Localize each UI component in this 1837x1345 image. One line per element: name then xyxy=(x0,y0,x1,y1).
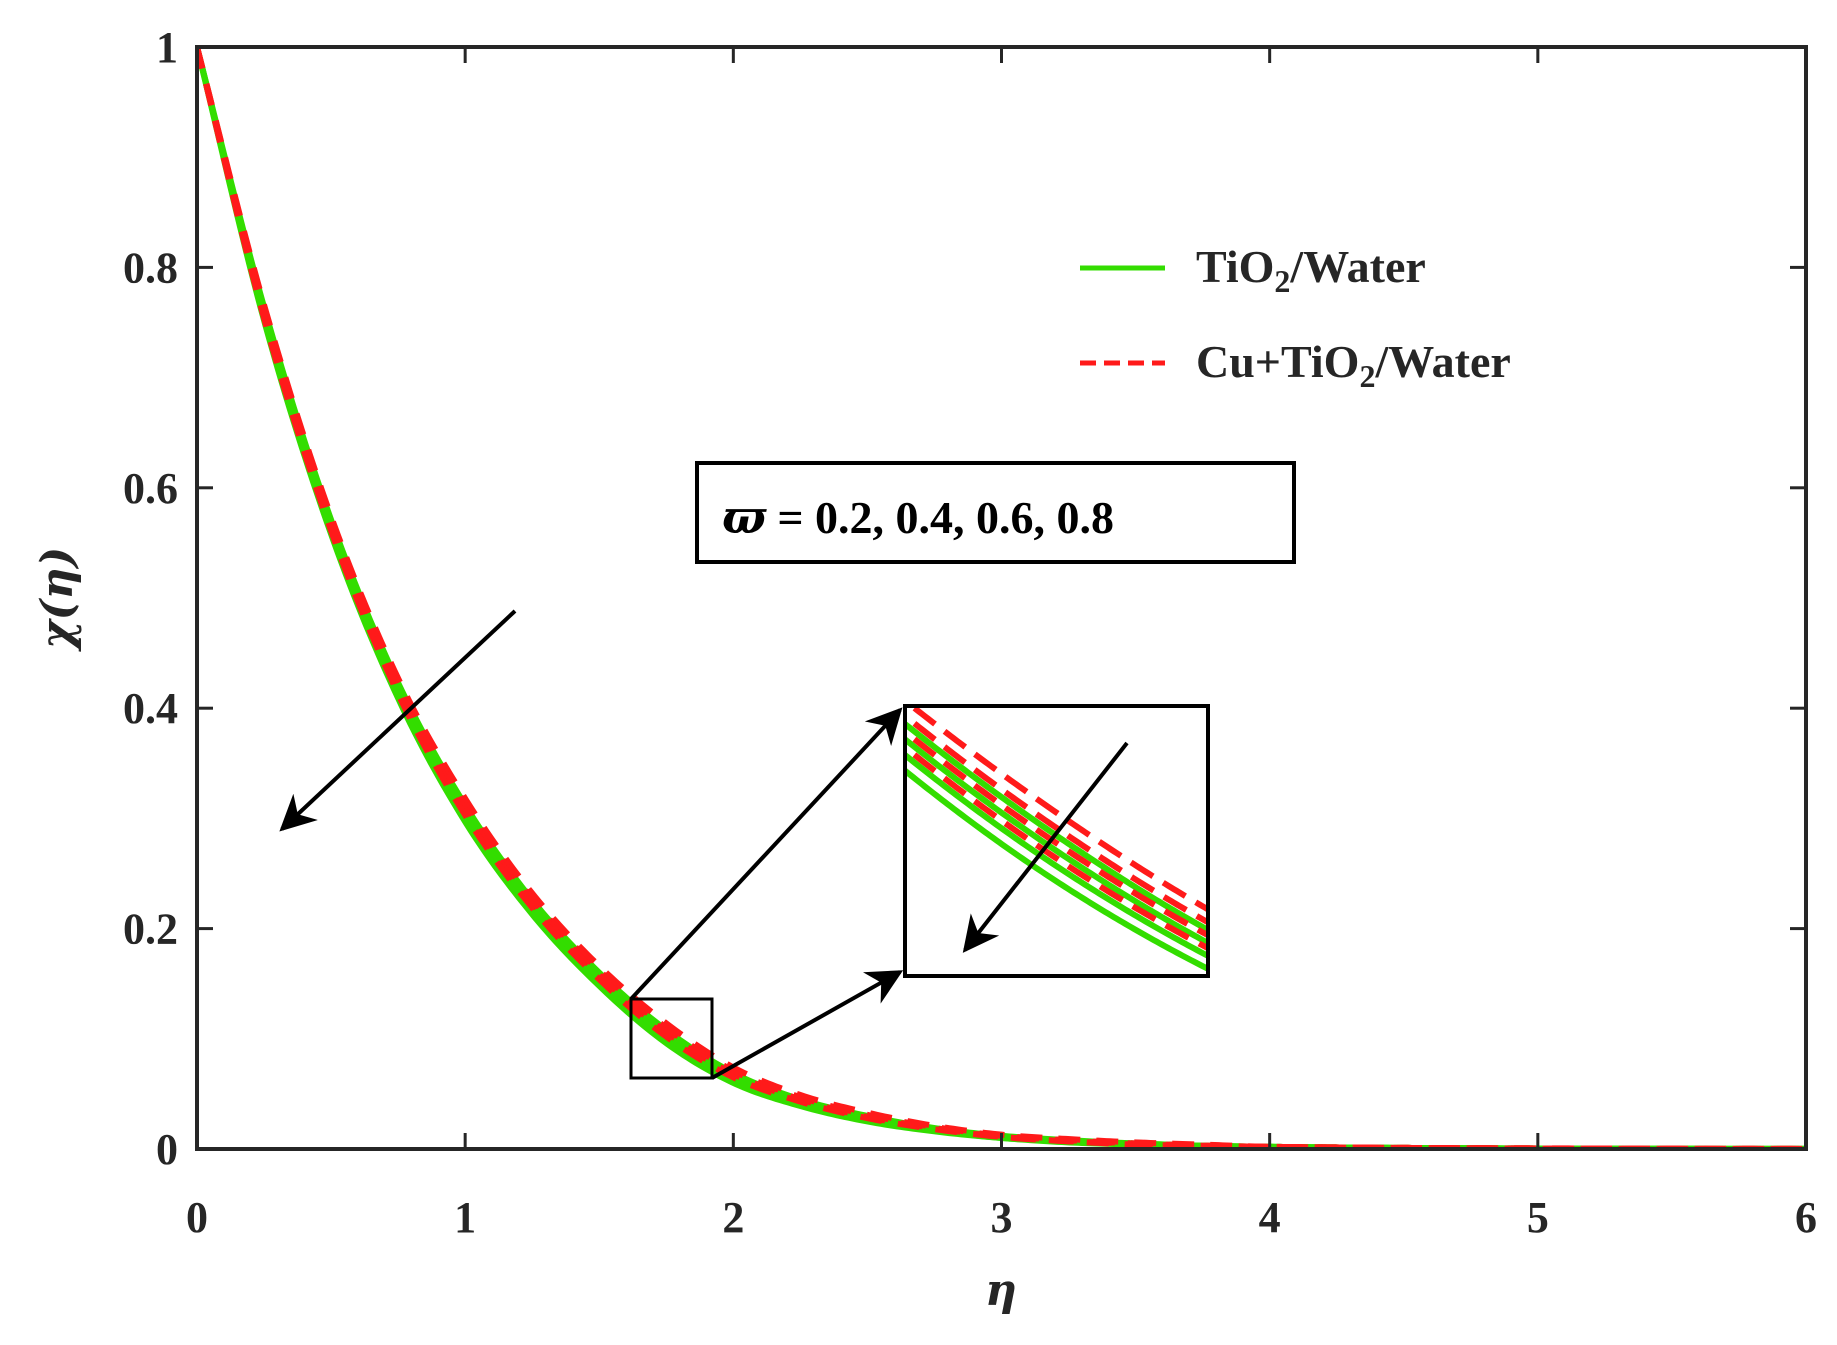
inset-series-line-tio2-0.6 xyxy=(905,751,1208,960)
trend-arrow-main xyxy=(279,609,517,832)
zoom-source-box xyxy=(629,997,714,1080)
x-tick-label: 5 xyxy=(1527,1193,1549,1242)
inset-series-line-tio2-0.4 xyxy=(905,735,1208,947)
parameter-box xyxy=(695,461,1296,564)
x-tick-label: 6 xyxy=(1795,1193,1817,1242)
x-tick-label: 4 xyxy=(1259,1193,1281,1242)
inset-series-line-cu-tio2-0.2 xyxy=(907,706,1208,913)
x-tick-label: 1 xyxy=(454,1193,476,1242)
y-tick-label: 0.6 xyxy=(123,464,178,513)
y-axis-label: χ(η) xyxy=(32,547,83,653)
x-tick-label: 2 xyxy=(722,1193,744,1242)
series-inset xyxy=(905,706,1208,973)
legend-label-cu-tio2: Cu+TiO2/Water xyxy=(1196,336,1511,394)
x-axis-label: η xyxy=(985,1265,1017,1316)
inset-series-line-cu-tio2-0.4 xyxy=(905,712,1208,926)
inset-series-line-cu-tio2-0.6 xyxy=(905,727,1208,939)
legend-label-tio2: TiO2/Water xyxy=(1196,241,1426,299)
legend: TiO2/Water Cu+TiO2/Water xyxy=(1080,241,1511,394)
trend-arrow-inset xyxy=(962,741,1129,953)
plot-background xyxy=(197,47,1806,1149)
zoom-connector-arrow-bottom xyxy=(711,970,904,1080)
inset-series-line-cu-tio2-0.8 xyxy=(905,743,1208,952)
x-tick-label: 3 xyxy=(991,1193,1013,1242)
y-tick-label: 0.8 xyxy=(123,243,178,292)
varpi-values: = 0.2, 0.4, 0.6, 0.8 xyxy=(766,492,1114,543)
series-line-cu-tio2-0.8 xyxy=(197,47,1806,1149)
zoom-connector-arrow-top xyxy=(629,707,903,1001)
axis-ticks: 0 1 2 3 4 5 6 0 0.2 0.4 0.6 0.8 1 xyxy=(123,23,1817,1242)
x-tick-label: 0 xyxy=(186,1193,208,1242)
inset-series-line-tio2-0.8 xyxy=(905,766,1208,973)
y-tick-label: 0.4 xyxy=(123,684,178,733)
parameter-text: ϖ = 0.2, 0.4, 0.6, 0.8 xyxy=(722,490,1114,544)
y-tick-label: 0.2 xyxy=(123,905,178,954)
y-tick-label: 0 xyxy=(156,1125,178,1174)
y-tick-label: 1 xyxy=(156,23,178,72)
varpi-symbol: ϖ xyxy=(722,490,767,544)
inset-frame xyxy=(903,704,1210,978)
